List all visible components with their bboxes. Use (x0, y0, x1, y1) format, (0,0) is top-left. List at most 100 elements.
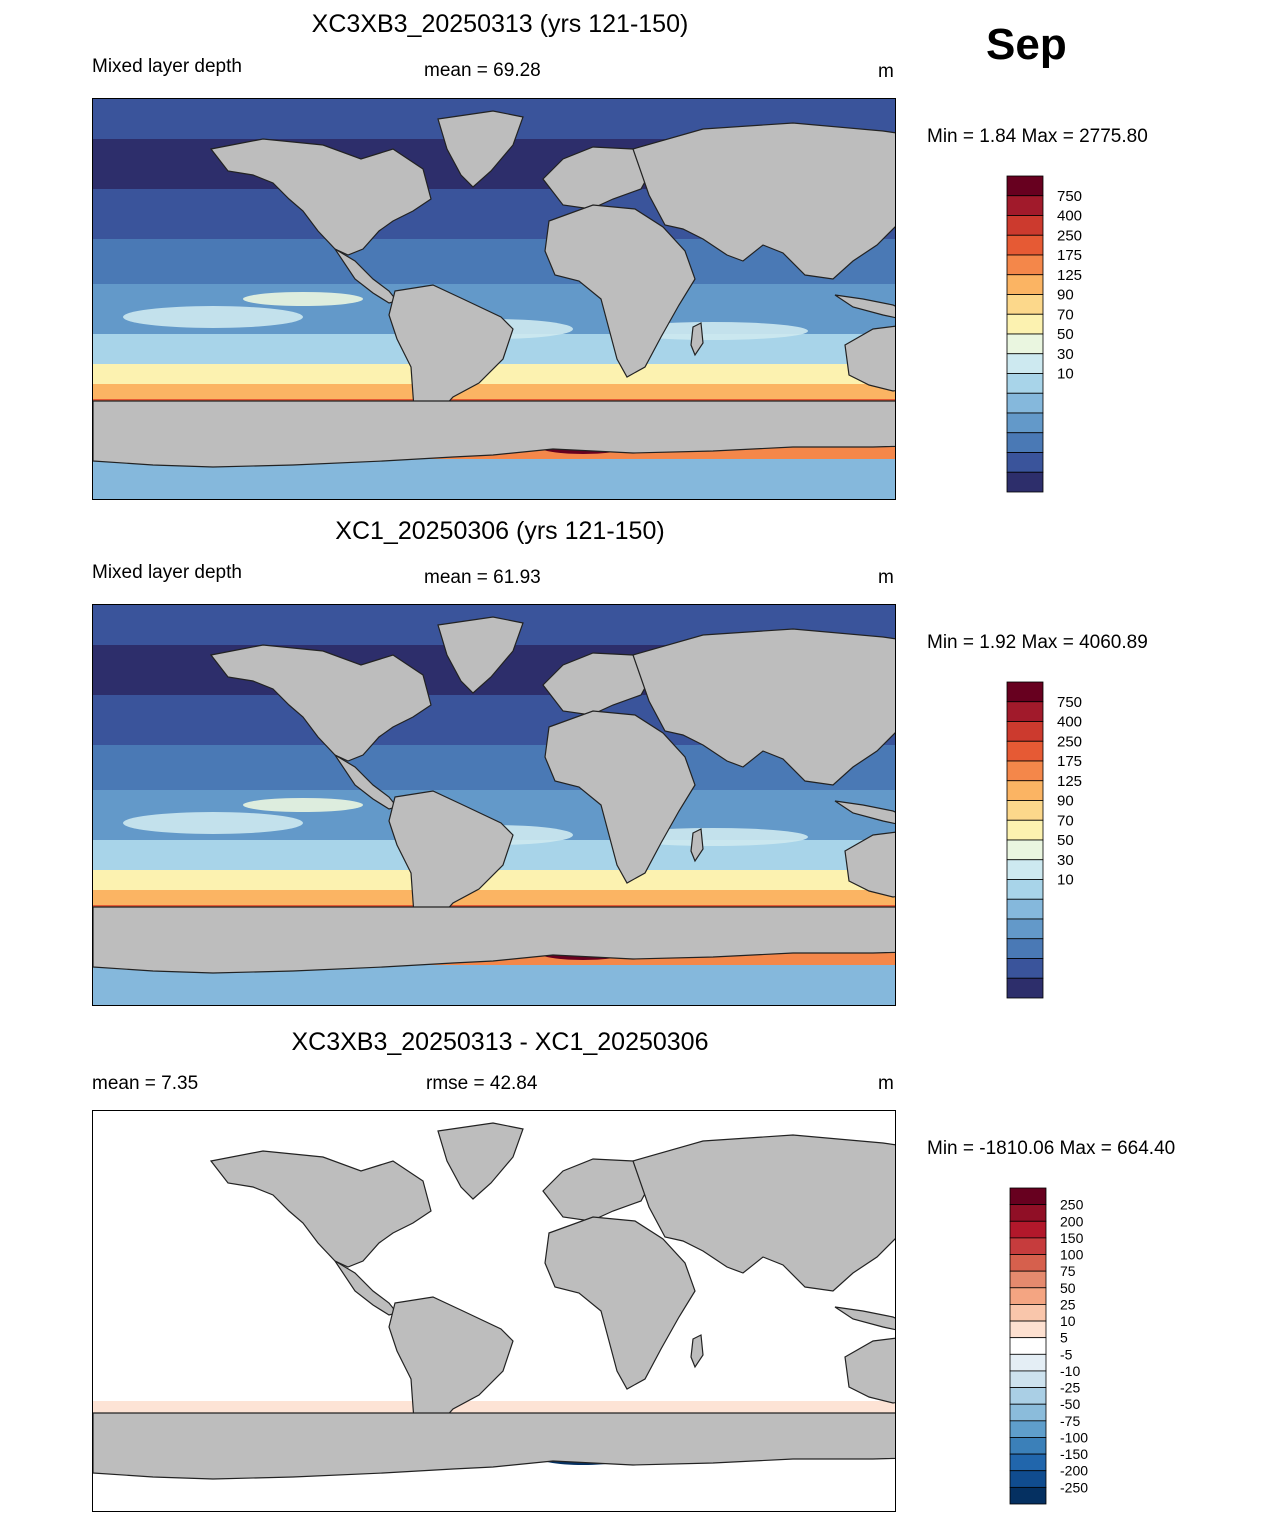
colorbar-box (1006, 721, 1044, 742)
colorbar-box (1006, 681, 1044, 703)
panel1-minmax: Min = 1.84 Max = 2775.80 (927, 126, 1148, 147)
colorbar-tick-label: -5 (1060, 1346, 1073, 1362)
land-mass (93, 400, 895, 468)
colorbar-tick-label: 70 (1057, 306, 1074, 323)
colorbar-box (1006, 392, 1044, 414)
colorbar-tick-label: 250 (1057, 733, 1082, 750)
colorbar-tick-label: 100 (1060, 1247, 1084, 1263)
land-mass (437, 1122, 524, 1200)
panel2-title: XC1_20250306 (yrs 121-150) (335, 517, 665, 545)
land-mass (834, 1306, 895, 1331)
field-swirl (243, 292, 363, 306)
colorbar-box (1006, 780, 1044, 801)
colorbar-tick-label: 50 (1057, 832, 1074, 849)
panel2-mean: mean = 61.93 (424, 567, 541, 588)
colorbar-tick-label: 250 (1060, 1197, 1084, 1213)
panel2-units: m (878, 567, 894, 588)
colorbar-box (1009, 1204, 1047, 1222)
panel3-map (92, 1110, 896, 1512)
colorbar-tick-label: 75 (1060, 1263, 1076, 1279)
panel3-minmax: Min = -1810.06 Max = 664.40 (927, 1138, 1176, 1159)
colorbar-tick-label: 50 (1057, 326, 1074, 343)
panel2-left-label: Mixed layer depth (92, 562, 242, 583)
panel3-title: XC3XB3_20250313 - XC1_20250306 (291, 1028, 709, 1056)
colorbar-box (1009, 1304, 1047, 1322)
colorbar-box (1009, 1237, 1047, 1255)
colorbar-box (1006, 898, 1044, 920)
panel2-map (92, 604, 896, 1006)
colorbar-tick-label: 400 (1057, 208, 1082, 225)
colorbar-box (1006, 839, 1044, 861)
month-label: Sep (986, 20, 1067, 69)
colorbar-tick-label: 125 (1057, 773, 1082, 790)
colorbar-box (1006, 471, 1044, 493)
field-band (93, 364, 895, 384)
colorbar-box (1009, 1403, 1047, 1422)
panel1-units: m (878, 61, 894, 82)
land-mass (632, 122, 895, 280)
colorbar-box (1009, 1287, 1047, 1305)
field-swirl (123, 812, 303, 834)
land-mass (690, 828, 704, 863)
panel2-minmax: Min = 1.92 Max = 4060.89 (927, 632, 1148, 653)
colorbar-tick-label: 750 (1057, 188, 1082, 205)
land-mass (632, 1134, 895, 1292)
land-mass (632, 628, 895, 786)
land-mass (544, 710, 696, 884)
colorbar-box (1006, 977, 1044, 999)
land-mass (209, 1150, 432, 1268)
colorbar-box (1006, 412, 1044, 434)
colorbar-tick-label: 70 (1057, 812, 1074, 829)
colorbar-box (1009, 1387, 1047, 1405)
colorbar-tick-label: 90 (1057, 287, 1074, 304)
field-band (93, 890, 895, 905)
colorbar-tick-label: 175 (1057, 247, 1082, 264)
colorbar-tick-label: -200 (1060, 1463, 1088, 1479)
field-swirl (243, 798, 363, 812)
colorbar-box (1006, 938, 1044, 959)
land-mass (690, 1334, 704, 1369)
field-band (93, 384, 895, 399)
land-mass (93, 1412, 895, 1480)
panel1-map (92, 98, 896, 500)
colorbar-box (1009, 1254, 1047, 1272)
land-mass (544, 204, 696, 378)
colorbar-box (1006, 859, 1044, 880)
colorbar-box (1006, 701, 1044, 722)
colorbar-tick-label: 250 (1057, 227, 1082, 244)
colorbar-box (1009, 1187, 1047, 1206)
land-mass (437, 616, 524, 694)
colorbar-box (1006, 373, 1044, 394)
land-mass (437, 110, 524, 188)
colorbar-tick-label: 10 (1057, 872, 1074, 889)
colorbar-box (1009, 1453, 1047, 1472)
colorbar-box (1006, 195, 1044, 216)
panel2-colorbar: 750 400 250 175 125 90 70 50 30 10 (1006, 681, 1082, 999)
colorbar-box (1006, 313, 1044, 335)
field-band (93, 870, 895, 890)
colorbar-tick-label: 30 (1057, 346, 1074, 363)
land-mass (844, 1337, 895, 1404)
colorbar-box (1009, 1420, 1047, 1438)
colorbar-box (1006, 254, 1044, 276)
panel3-rmse: rmse = 42.84 (426, 1073, 538, 1094)
colorbar-box (1006, 800, 1044, 821)
land-mass (844, 325, 895, 392)
colorbar-box (1006, 175, 1044, 197)
colorbar-box (1009, 1353, 1047, 1372)
colorbar-tick-label: 150 (1060, 1230, 1084, 1246)
panel1-mean: mean = 69.28 (424, 60, 541, 81)
land-mass (834, 800, 895, 825)
colorbar-tick-label: 10 (1060, 1313, 1076, 1329)
panel3-mean: mean = 7.35 (92, 1073, 199, 1094)
colorbar-box (1006, 432, 1044, 453)
land-mass (93, 906, 895, 974)
land-mass (209, 644, 432, 762)
field-swirl (123, 306, 303, 328)
colorbar-tick-label: 50 (1060, 1280, 1076, 1296)
colorbar-box (1009, 1370, 1047, 1388)
colorbar-box (1006, 353, 1044, 374)
colorbar-box (1009, 1437, 1047, 1455)
colorbar-tick-label: -10 (1060, 1363, 1080, 1379)
panel1-colorbar: 750 400 250 175 125 90 70 50 30 10 (1006, 175, 1082, 493)
